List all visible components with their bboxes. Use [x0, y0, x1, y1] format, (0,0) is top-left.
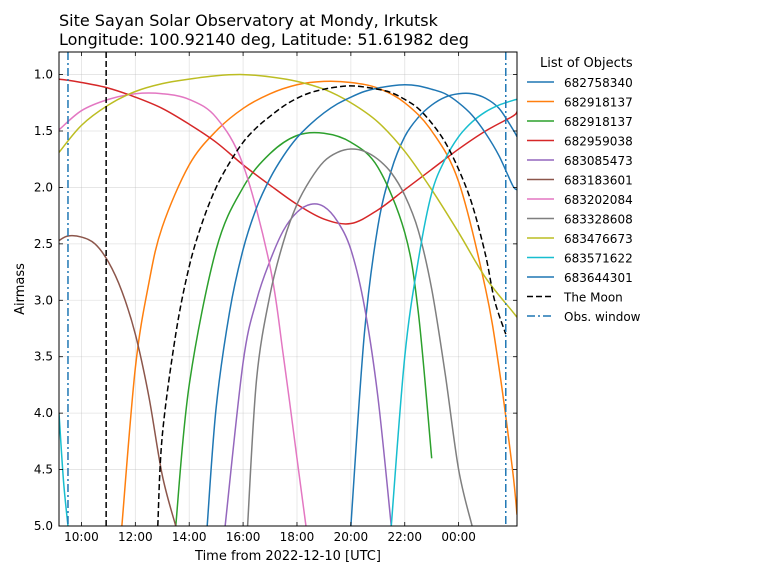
x-tick-label: 00:00 [441, 530, 476, 544]
legend: List of Objects 682758340 682918137 682918… [527, 56, 641, 324]
series-line-the-moon-11 [157, 85, 507, 526]
series-line-683476673-8 [59, 73, 517, 318]
y-tick-label: 3.5 [34, 350, 53, 364]
series-line-683571622-9-0 [59, 413, 69, 526]
y-tick-label: 2.0 [34, 180, 53, 194]
y-tick-label: 4.0 [34, 406, 53, 420]
legend-label-682918137: 682918137 [564, 115, 633, 129]
series-line-683183601-5 [59, 234, 177, 526]
chart-subtitle: Longitude: 100.92140 deg, Latitude: 51.6… [59, 30, 469, 49]
series-line-683328608-7 [246, 148, 473, 526]
plot-frame [58, 51, 518, 527]
y-tick-label: 1.0 [34, 68, 53, 82]
series-line-683085473-4 [224, 203, 393, 526]
legend-label-683085473: 683085473 [564, 154, 633, 168]
legend-label-682758340: 682758340 [564, 76, 633, 90]
x-axis-label: Time from 2022-12-10 [UTC] [194, 549, 381, 564]
x-tick-label: 22:00 [387, 530, 422, 544]
y-tick-label: 2.5 [34, 237, 53, 251]
legend-label-683183601: 683183601 [564, 174, 633, 188]
y-axis-label: Airmass [13, 263, 28, 315]
legend-label-the-moon: The Moon [563, 291, 623, 305]
x-tick-label: 20:00 [334, 530, 369, 544]
legend-label-683571622: 683571622 [564, 252, 633, 266]
y-tick-label: 1.5 [34, 124, 53, 138]
x-tick-label: 12:00 [118, 530, 153, 544]
series-line-683571622-9-1 [390, 98, 517, 526]
axis-ticks: 10:00 12:00 14:00 16:00 18:00 20:00 22:00 00:00… [34, 52, 517, 544]
series-line-682918137-2 [175, 131, 433, 526]
series-line-682758340-0 [350, 92, 517, 526]
legend-label-683328608: 683328608 [564, 213, 633, 227]
legend-title: List of Objects [540, 56, 633, 71]
y-tick-label: 4.5 [34, 463, 53, 477]
y-tick-label: 3.0 [34, 293, 53, 307]
x-tick-label: 10:00 [64, 530, 99, 544]
x-tick-label: 14:00 [172, 530, 207, 544]
legend-label-obs-window: Obs. window [564, 310, 641, 324]
x-tick-label: 18:00 [280, 530, 315, 544]
series-line-683202084-6 [59, 92, 307, 526]
series-line-683644301-10 [206, 83, 517, 526]
legend-label-682918137: 682918137 [564, 96, 633, 110]
chart-title: Site Sayan Solar Observatory at Mondy, I… [59, 11, 439, 30]
y-tick-label: 5.0 [34, 519, 53, 533]
legend-label-682959038: 682959038 [564, 135, 633, 149]
legend-label-683476673: 683476673 [564, 232, 633, 246]
series-lines [59, 52, 517, 526]
x-tick-label: 16:00 [226, 530, 261, 544]
legend-label-683202084: 683202084 [564, 193, 633, 207]
series-line-682918137-1 [121, 80, 517, 526]
legend-label-683644301: 683644301 [564, 271, 633, 285]
